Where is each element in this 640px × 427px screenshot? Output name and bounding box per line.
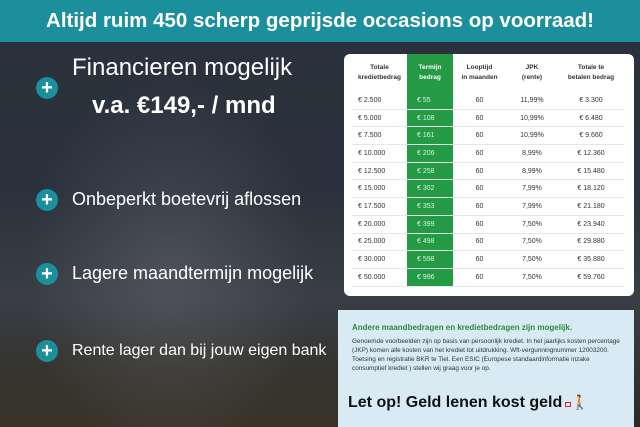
table-cell: € 5.000	[358, 114, 382, 122]
financing-title: Financieren mogelijk	[72, 54, 293, 81]
header-cell: JPK (rente)	[521, 64, 543, 81]
table-cell: € 21.180	[577, 202, 605, 210]
table-row: € 2.500 € 55 60 11,99% € 3.300	[352, 92, 624, 110]
table-cell: € 25.000	[358, 238, 386, 246]
table-cell: € 29.880	[577, 238, 605, 246]
table-cell: € 50.000	[358, 273, 386, 281]
table-cell: 7,50%	[522, 238, 542, 246]
plus-circle-icon: +	[36, 340, 58, 362]
header-cell: Termijn bedrag	[407, 54, 453, 92]
info-body: Genoemde voorbeelden zijn op basis van p…	[352, 338, 620, 372]
warning-text: Let op! Geld lenen kost geld 🚶	[348, 394, 589, 412]
table-cell: € 258	[407, 162, 453, 180]
background-photo	[0, 42, 340, 427]
table-cell: € 12.360	[577, 149, 605, 157]
table-cell: € 353	[407, 198, 453, 215]
table-row: € 30.000 € 598 60 7,50% € 35.880	[352, 251, 624, 269]
info-heading: Andere maandbedragen en kredietbedragen …	[352, 323, 573, 332]
table-cell: € 399	[407, 215, 453, 233]
table-cell: 60	[475, 167, 484, 175]
plus-circle-icon: +	[36, 189, 58, 211]
table-cell: 60	[475, 132, 484, 140]
table-cell: 10,99%	[520, 114, 544, 122]
table-row: € 15.000 € 302 60 7,99% € 18.120	[352, 180, 624, 199]
table-cell: € 55	[407, 92, 453, 109]
financing-table: Totale kredietbedrag Termijn bedrag Loopti…	[352, 54, 624, 287]
table-cell: 60	[475, 220, 484, 228]
table-cell: 7,99%	[522, 185, 542, 193]
table-cell: € 7.500	[358, 132, 382, 140]
warning-box-icon	[565, 402, 572, 407]
header-cell: Looptijd in maanden	[461, 64, 498, 81]
walking-person-icon: 🚶	[571, 394, 589, 410]
table-cell: € 9.660	[579, 132, 603, 140]
table-cell: € 10.000	[358, 149, 386, 157]
table-cell: 8,99%	[522, 149, 542, 157]
financing-price: v.a. €149,- / mnd	[92, 92, 276, 119]
table-cell: € 996	[407, 268, 453, 286]
table-cell: € 17.500	[358, 202, 386, 210]
table-cell: 60	[475, 114, 484, 122]
table-row: € 50.000 € 996 60 7,50% € 59.760	[352, 268, 624, 287]
table-cell: € 206	[407, 145, 453, 162]
table-row: € 10.000 € 206 60 8,99% € 12.360	[352, 145, 624, 163]
table-cell: € 302	[407, 180, 453, 198]
table-cell: € 498	[407, 233, 453, 251]
table-row: € 5.000 € 108 60 10,99% € 6.480	[352, 109, 624, 128]
table-cell: € 161	[407, 127, 453, 145]
table-cell: € 15.000	[358, 185, 386, 193]
header-cell: Totale te betalen bedrag	[567, 64, 615, 81]
table-cell: € 20.000	[358, 220, 386, 228]
table-cell: 7,50%	[522, 220, 542, 228]
table-row: € 17.500 € 353 60 7,99% € 21.180	[352, 198, 624, 216]
table-cell: 60	[475, 149, 484, 157]
table-cell: 60	[475, 202, 484, 210]
table-cell: € 30.000	[358, 256, 386, 264]
plus-circle-icon: +	[36, 263, 58, 285]
table-cell: 11,99%	[520, 96, 544, 104]
table-cell: € 598	[407, 251, 453, 268]
table-cell: 60	[475, 238, 484, 246]
table-cell: 10,99%	[520, 132, 544, 140]
header-cell: Totale kredietbedrag	[358, 64, 401, 81]
page-header: Altijd ruim 450 scherp geprijsde occasio…	[0, 0, 640, 42]
table-cell: 60	[475, 185, 484, 193]
table-cell: € 2.500	[358, 96, 382, 104]
table-cell: 7,99%	[522, 202, 542, 210]
table-row: € 25.000 € 498 60 7,50% € 29.880	[352, 233, 624, 252]
table-row: € 7.500 € 161 60 10,99% € 9.660	[352, 127, 624, 146]
table-cell: 7,50%	[522, 256, 542, 264]
table-row: € 20.000 € 399 60 7,50% € 23.940	[352, 215, 624, 234]
warning-label: Let op! Geld lenen kost geld	[348, 394, 563, 411]
table-cell: 7,50%	[522, 273, 542, 281]
table-cell: € 35.880	[577, 256, 605, 264]
feature-item: Rente lager dan bij jouw eigen bank	[72, 342, 327, 359]
table-cell: € 12.500	[358, 167, 386, 175]
table-cell: 60	[475, 96, 484, 104]
table-cell: € 6.480	[579, 114, 603, 122]
table-row: € 12.500 € 258 60 8,99% € 15.480	[352, 162, 624, 181]
table-cell: 8,99%	[522, 167, 542, 175]
table-cell: € 3.300	[579, 96, 603, 104]
info-box: Andere maandbedragen en kredietbedragen …	[338, 310, 634, 427]
financing-table-panel: Totale kredietbedrag Termijn bedrag Loopti…	[344, 54, 634, 296]
table-cell: € 18.120	[577, 185, 605, 193]
table-cell: € 108	[407, 109, 453, 127]
table-cell: 60	[475, 273, 484, 281]
table-cell: € 15.480	[577, 167, 605, 175]
feature-item: Lagere maandtermijn mogelijk	[72, 263, 314, 283]
table-header: Totale kredietbedrag Termijn bedrag Loopti…	[352, 54, 624, 92]
table-cell: € 23.940	[577, 220, 605, 228]
table-cell: € 59.760	[577, 273, 605, 281]
plus-circle-icon: +	[36, 77, 58, 99]
feature-item: Onbeperkt boetevrij aflossen	[72, 189, 302, 209]
table-cell: 60	[475, 256, 484, 264]
